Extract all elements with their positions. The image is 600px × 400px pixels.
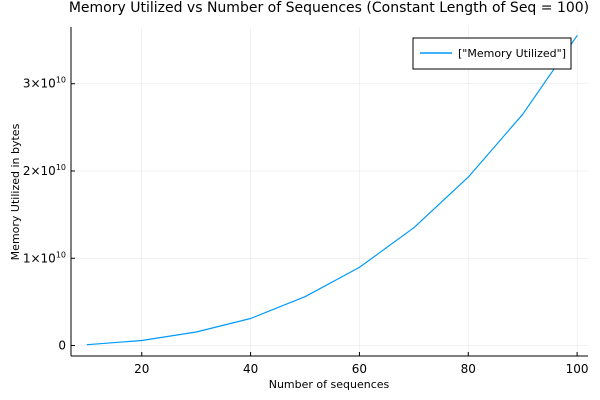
chart-title: Memory Utilized vs Number of Sequences (… bbox=[69, 0, 589, 16]
y-tick-label: 2×1010 bbox=[23, 163, 66, 178]
y-tick-label: 3×1010 bbox=[23, 76, 66, 91]
grid-lines bbox=[71, 27, 588, 356]
data-point bbox=[467, 176, 469, 178]
x-tick-label: 80 bbox=[461, 362, 476, 376]
data-point bbox=[86, 344, 88, 346]
data-point bbox=[358, 266, 361, 269]
x-axis-title: Number of sequences bbox=[269, 378, 390, 391]
axes bbox=[70, 27, 588, 357]
y-tick-label: 0 bbox=[58, 339, 66, 353]
data-point bbox=[413, 227, 415, 229]
x-tick-label: 60 bbox=[352, 362, 367, 376]
data-point bbox=[195, 331, 197, 333]
data-point bbox=[304, 296, 306, 298]
data-point bbox=[522, 113, 524, 115]
data-point bbox=[249, 317, 252, 320]
x-ticks: 20 40 60 80 100 bbox=[134, 352, 589, 376]
data-point bbox=[141, 339, 143, 342]
y-ticks: 0 1×1010 2×1010 3×1010 bbox=[23, 76, 75, 353]
y-axis-title: Memory Utilized in bytes bbox=[9, 123, 22, 260]
y-tick-label: 1×1010 bbox=[23, 250, 66, 265]
x-tick-label: 40 bbox=[243, 362, 258, 376]
series-group bbox=[86, 35, 578, 346]
x-tick-label: 100 bbox=[566, 362, 589, 376]
series-line-memory-utilized bbox=[87, 35, 578, 346]
x-tick-label: 20 bbox=[134, 362, 149, 376]
legend-label: ["Memory Utilized"] bbox=[458, 47, 566, 60]
legend: ["Memory Utilized"] bbox=[412, 37, 572, 70]
data-point bbox=[576, 35, 578, 37]
